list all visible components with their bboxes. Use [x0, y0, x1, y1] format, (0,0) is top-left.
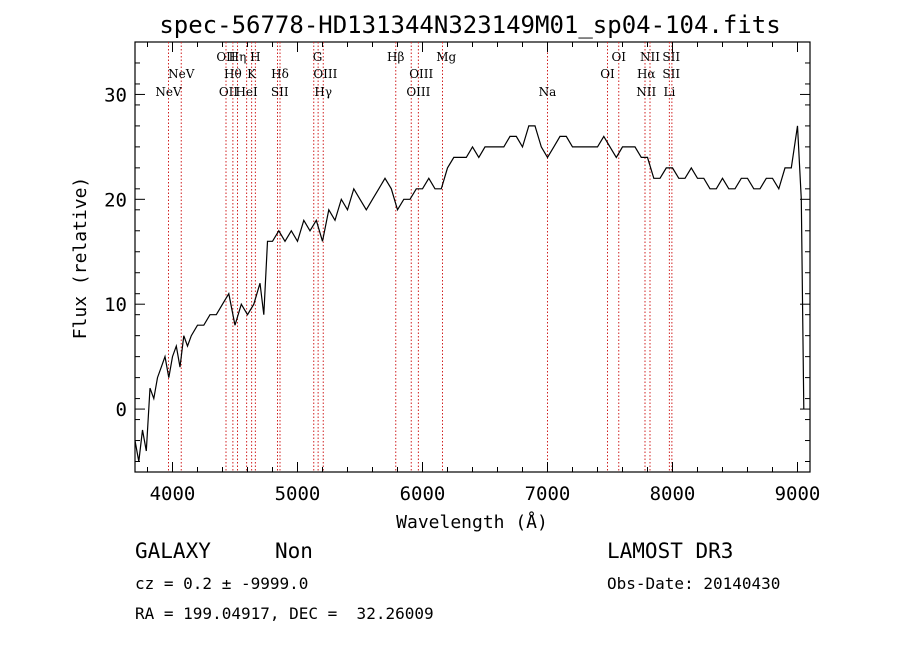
- x-tick-label: 4000: [150, 483, 196, 505]
- emission-line-layer: [168, 42, 673, 472]
- emission-label: Hβ: [387, 50, 404, 64]
- x-tick-label: 6000: [400, 483, 446, 505]
- obs-date-line: Obs-Date: 20140430: [607, 574, 781, 593]
- emission-label: OIII: [409, 67, 433, 81]
- class-label: GALAXY: [135, 539, 211, 563]
- emission-label: Hθ: [224, 67, 242, 81]
- emission-label: OII: [216, 50, 236, 64]
- emission-label: Hδ: [271, 67, 289, 81]
- y-tick-label: 30: [104, 84, 127, 106]
- series-layer: [134, 125, 805, 462]
- emission-label: Hα: [637, 67, 656, 81]
- emission-label: NeV: [155, 85, 182, 99]
- x-tick-label: 8000: [650, 483, 696, 505]
- emission-label: NeV: [168, 67, 195, 81]
- emission-label: SII: [662, 67, 680, 81]
- redshift-line: cz = 0.2 ± -9999.0: [135, 574, 309, 593]
- emission-label: K: [247, 67, 257, 81]
- emission-label: Na: [539, 85, 557, 99]
- emission-label: OIII: [406, 85, 430, 99]
- y-tick-label: 0: [116, 399, 127, 421]
- y-axis-label: Flux (relative): [70, 177, 91, 340]
- x-tick-label: 9000: [775, 483, 821, 505]
- emission-label: Mg: [436, 50, 456, 64]
- x-tick-label: 5000: [275, 483, 321, 505]
- emission-label: SII: [271, 85, 289, 99]
- emission-label: Li: [663, 85, 675, 99]
- emission-label: OI: [611, 50, 626, 64]
- spectrum-series-line: [134, 125, 805, 462]
- emission-label: OI: [600, 67, 615, 81]
- y-tick-label: 20: [104, 189, 127, 211]
- emission-label: H: [250, 50, 260, 64]
- emission-label: OIII: [313, 67, 337, 81]
- x-tick-label: 7000: [525, 483, 571, 505]
- coordinates-line: RA = 199.04917, DEC = 32.26009: [135, 604, 434, 623]
- emission-label: Hη: [229, 50, 247, 64]
- x-axis-label: Wavelength (Å): [396, 511, 548, 533]
- chart-title: spec-56778-HD131344N323149M01_sp04-104.f…: [159, 11, 780, 39]
- emission-label: NII: [636, 85, 656, 99]
- plot-frame: [134, 41, 811, 473]
- subclass-label: Non: [275, 539, 313, 563]
- emission-label: Hγ: [314, 85, 332, 99]
- emission-label: NII: [640, 50, 660, 64]
- emission-label: SII: [662, 50, 680, 64]
- emission-label: G: [313, 50, 323, 64]
- axis-layer: 4000 5000 6000 7000 8000 9000 0 10 20 30: [104, 41, 821, 505]
- survey-label: LAMOST DR3: [607, 539, 734, 563]
- emission-label: OII: [219, 85, 239, 99]
- emission-label: HeI: [235, 85, 258, 99]
- y-tick-label: 10: [104, 294, 127, 316]
